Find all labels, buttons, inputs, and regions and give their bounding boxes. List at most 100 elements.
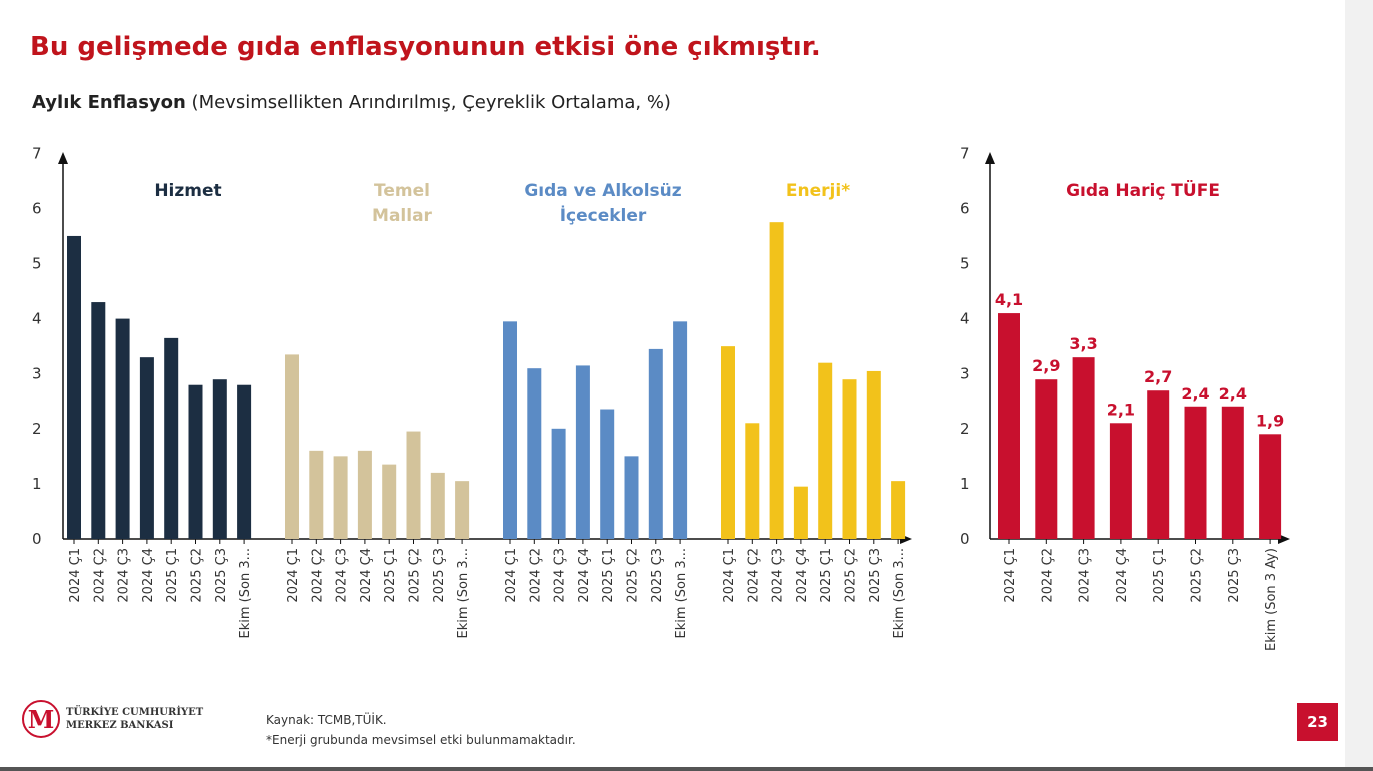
x-tick-label: 2024 Ç4 (141, 548, 156, 603)
tcmb-logo-mark: M (22, 700, 60, 738)
x-tick-label: 2024 Ç4 (577, 548, 592, 603)
x-tick-label: 2024 Ç1 (722, 548, 737, 603)
x-tick-label: 2025 Ç2 (844, 548, 859, 603)
x-tick-label: 2024 Ç1 (286, 548, 301, 603)
series-label: Gıda ve Alkolsüz (524, 181, 681, 201)
source-note: Kaynak: TCMB,TÜİK. *Enerji grubunda mevs… (266, 710, 576, 750)
bar (91, 302, 106, 539)
bar (212, 379, 227, 539)
x-tick-label: 2025 Ç3 (214, 548, 229, 603)
bar (648, 348, 663, 539)
bar (188, 384, 203, 539)
y-tick-label: 5 (32, 255, 42, 273)
x-tick-label: Ekim (Son 3... (674, 548, 689, 638)
bar (285, 354, 299, 539)
bar (1035, 379, 1058, 539)
x-tick-label: 2025 Ç1 (1152, 548, 1167, 603)
bar (769, 222, 784, 540)
series-label: Mallar (372, 206, 433, 226)
bar (793, 486, 808, 539)
data-label: 2,7 (1144, 367, 1172, 386)
x-tick-label: 2025 Ç1 (165, 548, 180, 603)
series-label: Temel (374, 181, 430, 201)
bar (600, 409, 615, 539)
bar (551, 428, 566, 539)
series-label: Hizmet (154, 181, 221, 201)
y-tick-label: 7 (960, 144, 970, 162)
x-tick-label: 2024 Ç2 (310, 548, 325, 603)
data-label: 3,3 (1069, 334, 1097, 353)
bar (406, 431, 421, 539)
bar (67, 235, 81, 539)
x-tick-label: 2025 Ç3 (650, 548, 665, 603)
bar (237, 384, 252, 539)
bar (382, 464, 397, 539)
x-tick-label: 2025 Ç1 (819, 548, 834, 603)
chart-subtitle: Aylık Enflasyon (Mevsimsellikten Arındır… (32, 92, 671, 113)
y-tick-label: 6 (960, 199, 970, 217)
y-tick-label: 1 (32, 475, 42, 493)
slide-title: Bu gelişmede gıda enflasyonunun etkisi ö… (30, 32, 821, 62)
y-tick-label: 5 (960, 255, 970, 273)
data-label: 2,1 (1107, 400, 1135, 419)
data-label: 2,9 (1032, 356, 1060, 375)
y-tick-label: 0 (32, 530, 42, 548)
x-tick-label: 2025 Ç3 (868, 548, 883, 603)
x-tick-label: 2024 Ç2 (528, 548, 543, 603)
series-label: Enerji* (786, 181, 850, 201)
y-tick-label: 2 (32, 420, 42, 438)
bar (1184, 406, 1207, 539)
x-tick-label: 2025 Ç3 (1227, 548, 1242, 603)
x-tick-label: Ekim (Son 3... (892, 548, 907, 638)
logo-line2: MERKEZ BANKASI (66, 720, 174, 731)
x-tick-label: 2025 Ç1 (601, 548, 616, 603)
x-tick-label: 2025 Ç3 (432, 548, 447, 603)
bar (115, 318, 130, 539)
bar (1109, 423, 1132, 539)
x-tick-label: 2025 Ç2 (408, 548, 423, 603)
bottom-border (0, 767, 1373, 771)
logo-line1: TÜRKİYE CUMHURİYET (66, 707, 204, 718)
subtitle-bold: Aylık Enflasyon (32, 92, 186, 113)
x-tick-label: 2025 Ç2 (1190, 548, 1205, 603)
bar (527, 368, 542, 539)
bar (673, 321, 688, 539)
bar (998, 313, 1020, 539)
x-tick-label: Ekim (Son 3... (456, 548, 471, 638)
data-label: 2,4 (1181, 384, 1209, 403)
footnote-text: *Enerji grubunda mevsimsel etki bulunmam… (266, 733, 576, 747)
y-tick-label: 3 (960, 365, 970, 383)
bar (624, 456, 639, 539)
x-tick-label: 2025 Ç2 (190, 548, 205, 603)
x-tick-label: 2024 Ç1 (1003, 548, 1018, 603)
bar (455, 481, 470, 539)
y-tick-label: 4 (32, 310, 42, 328)
x-tick-label: 2024 Ç3 (553, 548, 568, 603)
bar (430, 472, 445, 539)
x-tick-label: 2024 Ç2 (92, 548, 107, 603)
bar (818, 362, 833, 539)
x-tick-label: 2024 Ç3 (117, 548, 132, 603)
x-tick-label: Ekim (Son 3... (238, 548, 253, 638)
bar (357, 450, 372, 539)
x-tick-label: 2024 Ç3 (1078, 548, 1093, 603)
x-tick-label: 2024 Ç2 (1040, 548, 1055, 603)
bar (745, 423, 760, 539)
bar (1221, 406, 1244, 539)
y-tick-label: 0 (960, 530, 970, 548)
y-axis-arrow-icon (58, 152, 68, 164)
bar (721, 346, 735, 539)
bar (164, 337, 179, 539)
bar (139, 357, 154, 539)
x-tick-label: 2024 Ç3 (335, 548, 350, 603)
y-tick-label: 3 (32, 365, 42, 383)
y-tick-label: 1 (960, 475, 970, 493)
bar (1259, 434, 1282, 539)
bar (842, 379, 857, 539)
bar (1072, 357, 1095, 539)
bar (333, 456, 348, 539)
bar (309, 450, 324, 539)
subtitle-rest: (Mevsimsellikten Arındırılmış, Çeyreklik… (185, 92, 671, 113)
